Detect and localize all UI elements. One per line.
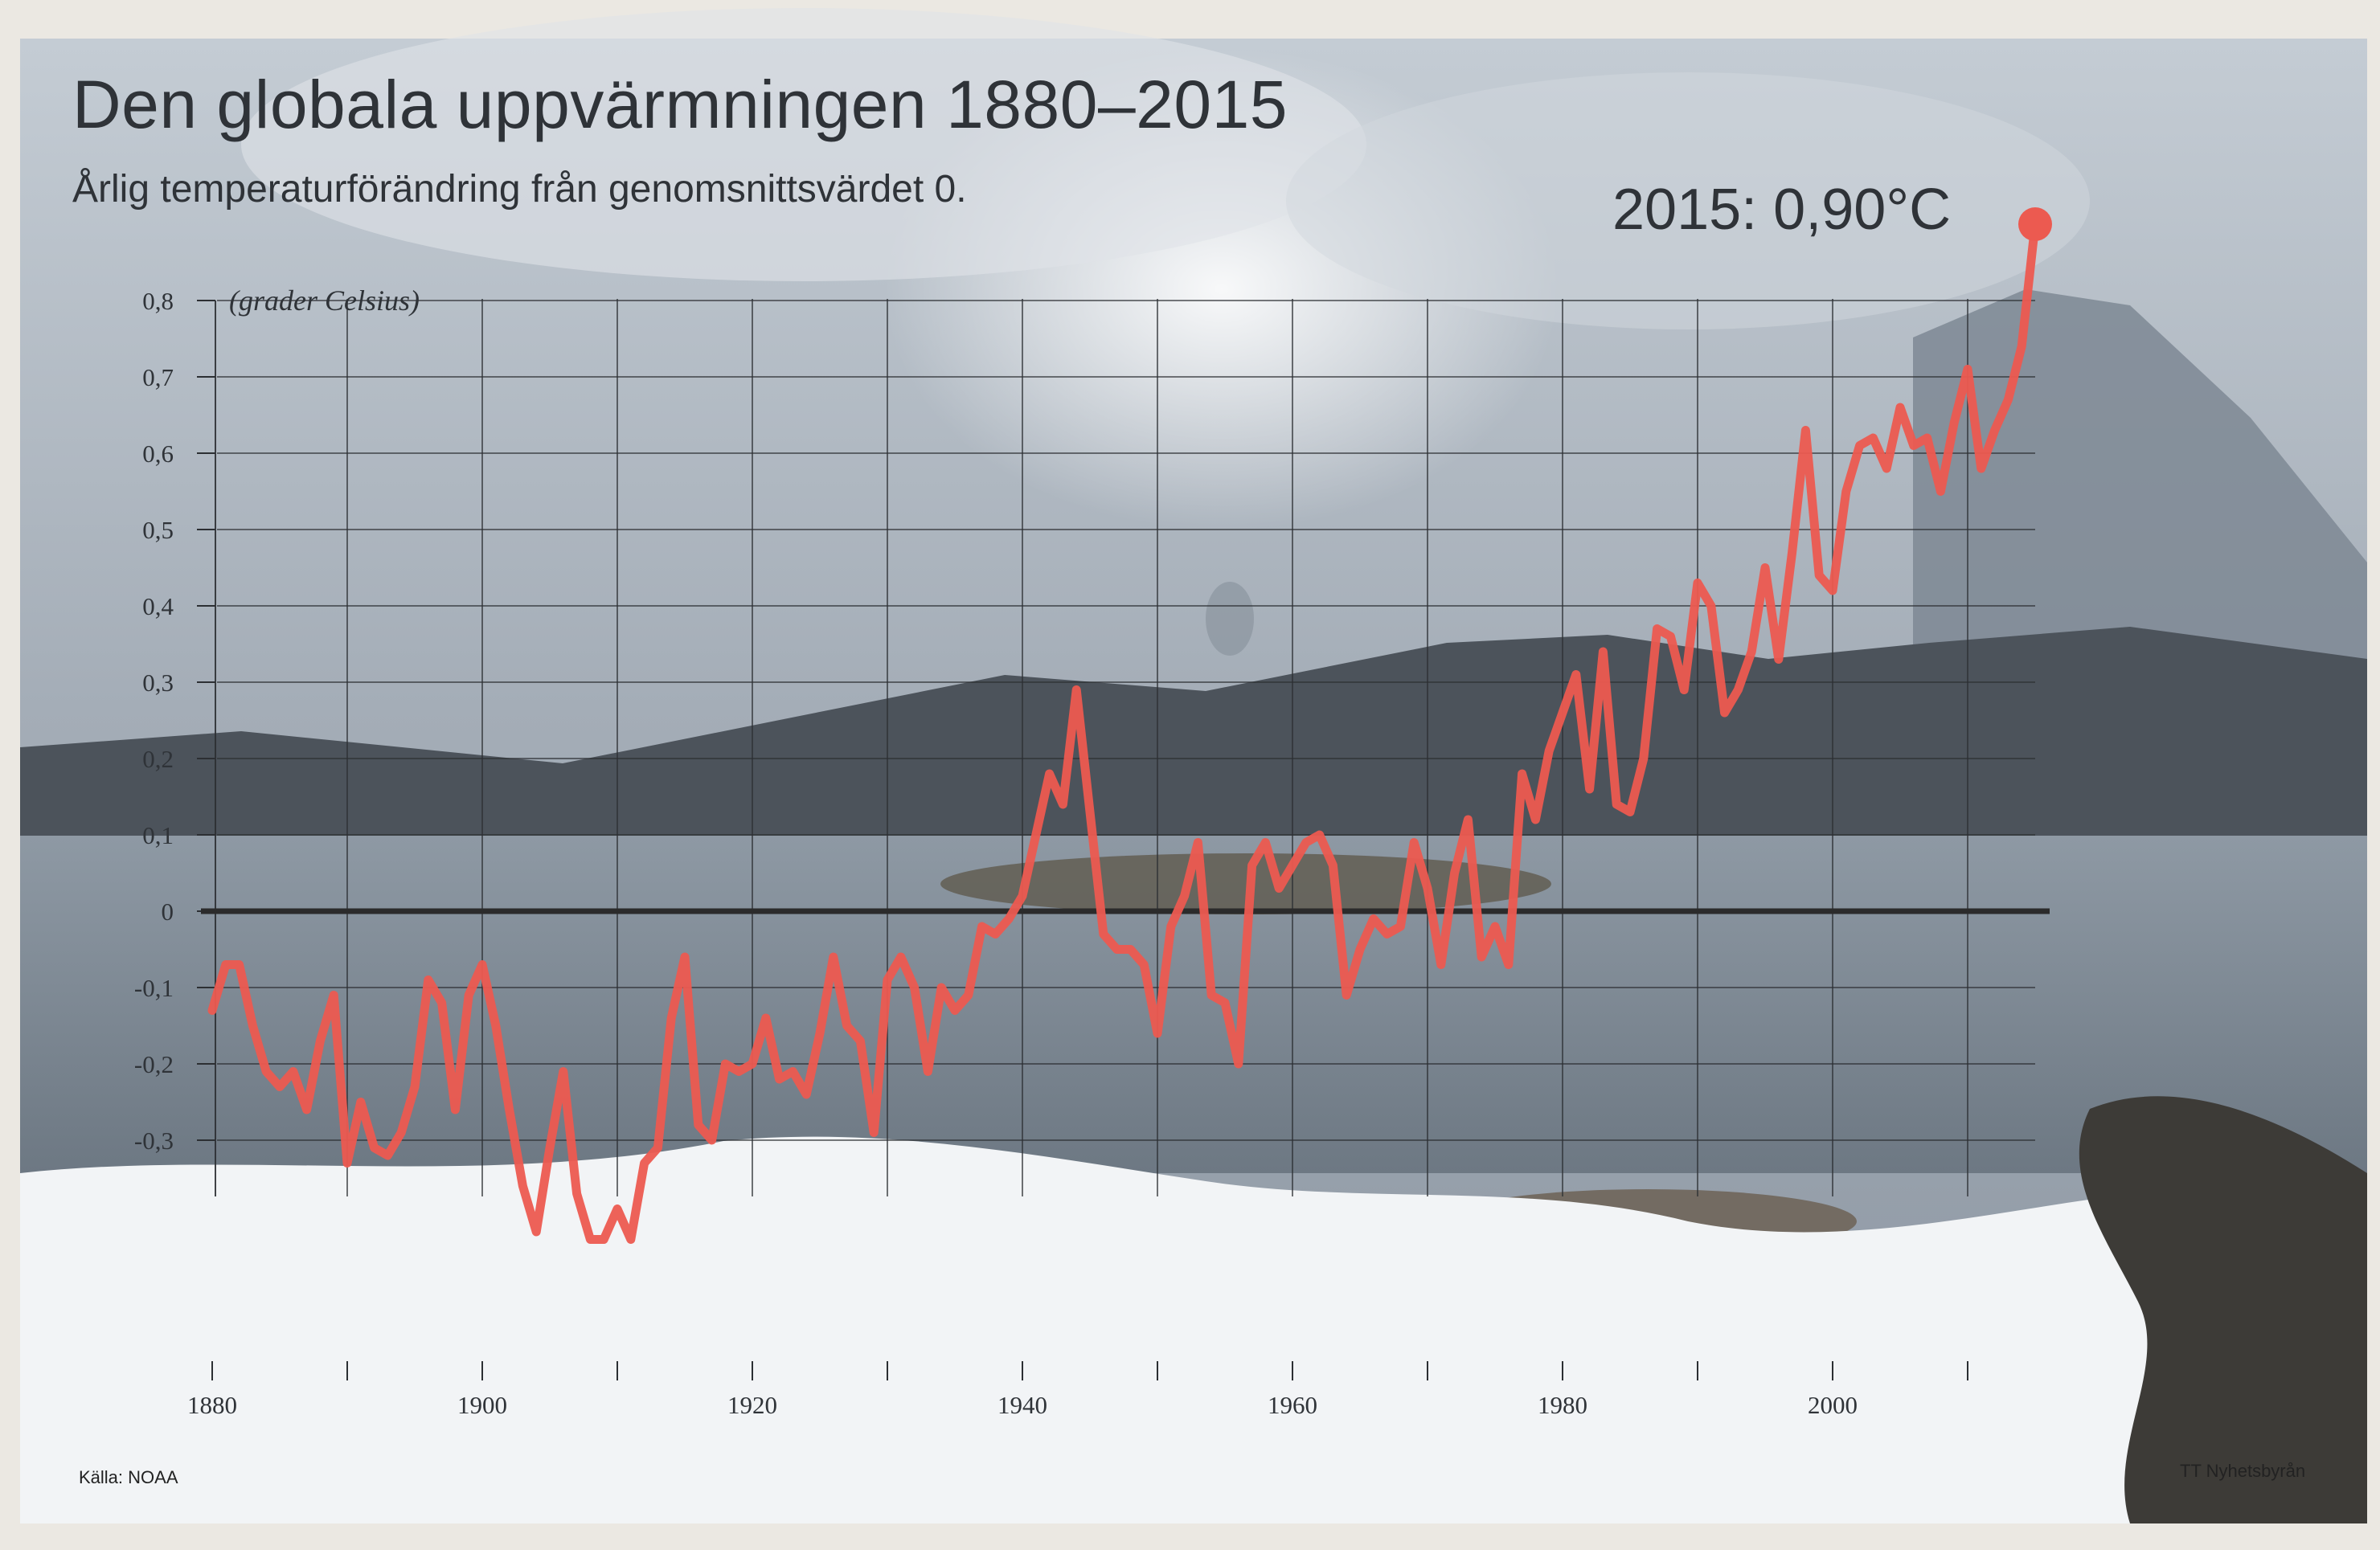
y-tick-label: -0,1 <box>134 974 174 1002</box>
x-tick-label: 1920 <box>727 1391 777 1419</box>
y-tick-label: 0,2 <box>142 745 174 773</box>
gridlines <box>217 299 2035 1196</box>
x-tick-label: 1960 <box>1268 1391 1317 1419</box>
y-tick-label: 0,8 <box>142 287 174 315</box>
axes: 0,8 0,7 0,6 0,5 0,4 0,3 0,2 0,1 0 -0,1 -0,2 -0,3 188… <box>134 284 2050 1419</box>
y-tick-label: 0,6 <box>142 440 174 468</box>
y-tick-label: 0 <box>162 898 174 926</box>
y-tick-label: -0,3 <box>134 1127 174 1155</box>
highlight-2015-dot <box>2018 207 2052 241</box>
series-layer <box>207 207 2052 1244</box>
y-tick-label: -0,2 <box>134 1050 174 1078</box>
x-tick-label: 2000 <box>1808 1391 1858 1419</box>
x-tick-label: 1880 <box>187 1391 237 1419</box>
y-tick-label: 0,7 <box>142 363 174 391</box>
y-axis-label: (grader Celsius) <box>229 284 420 317</box>
x-tick-label: 1940 <box>997 1391 1047 1419</box>
credit-note: TT Nyhetsbyrån <box>2180 1461 2306 1481</box>
source-note: Källa: NOAA <box>79 1467 178 1487</box>
x-tick-label: 1900 <box>457 1391 507 1419</box>
y-tick-label: 0,1 <box>142 821 174 849</box>
y-tick-label: 0,3 <box>142 669 174 697</box>
highlight-callout: 2015: 0,90°C <box>1612 178 1952 242</box>
y-tick-label: 0,5 <box>142 516 174 544</box>
temperature-series-line <box>207 219 2040 1244</box>
x-tick-label: 1980 <box>1538 1391 1587 1419</box>
y-tick-label: 0,4 <box>142 592 174 620</box>
chart-subtitle: Årlig temperaturförändring från genomsni… <box>72 168 967 211</box>
chart-title: Den globala uppvärmningen 1880–2015 <box>72 67 1288 142</box>
